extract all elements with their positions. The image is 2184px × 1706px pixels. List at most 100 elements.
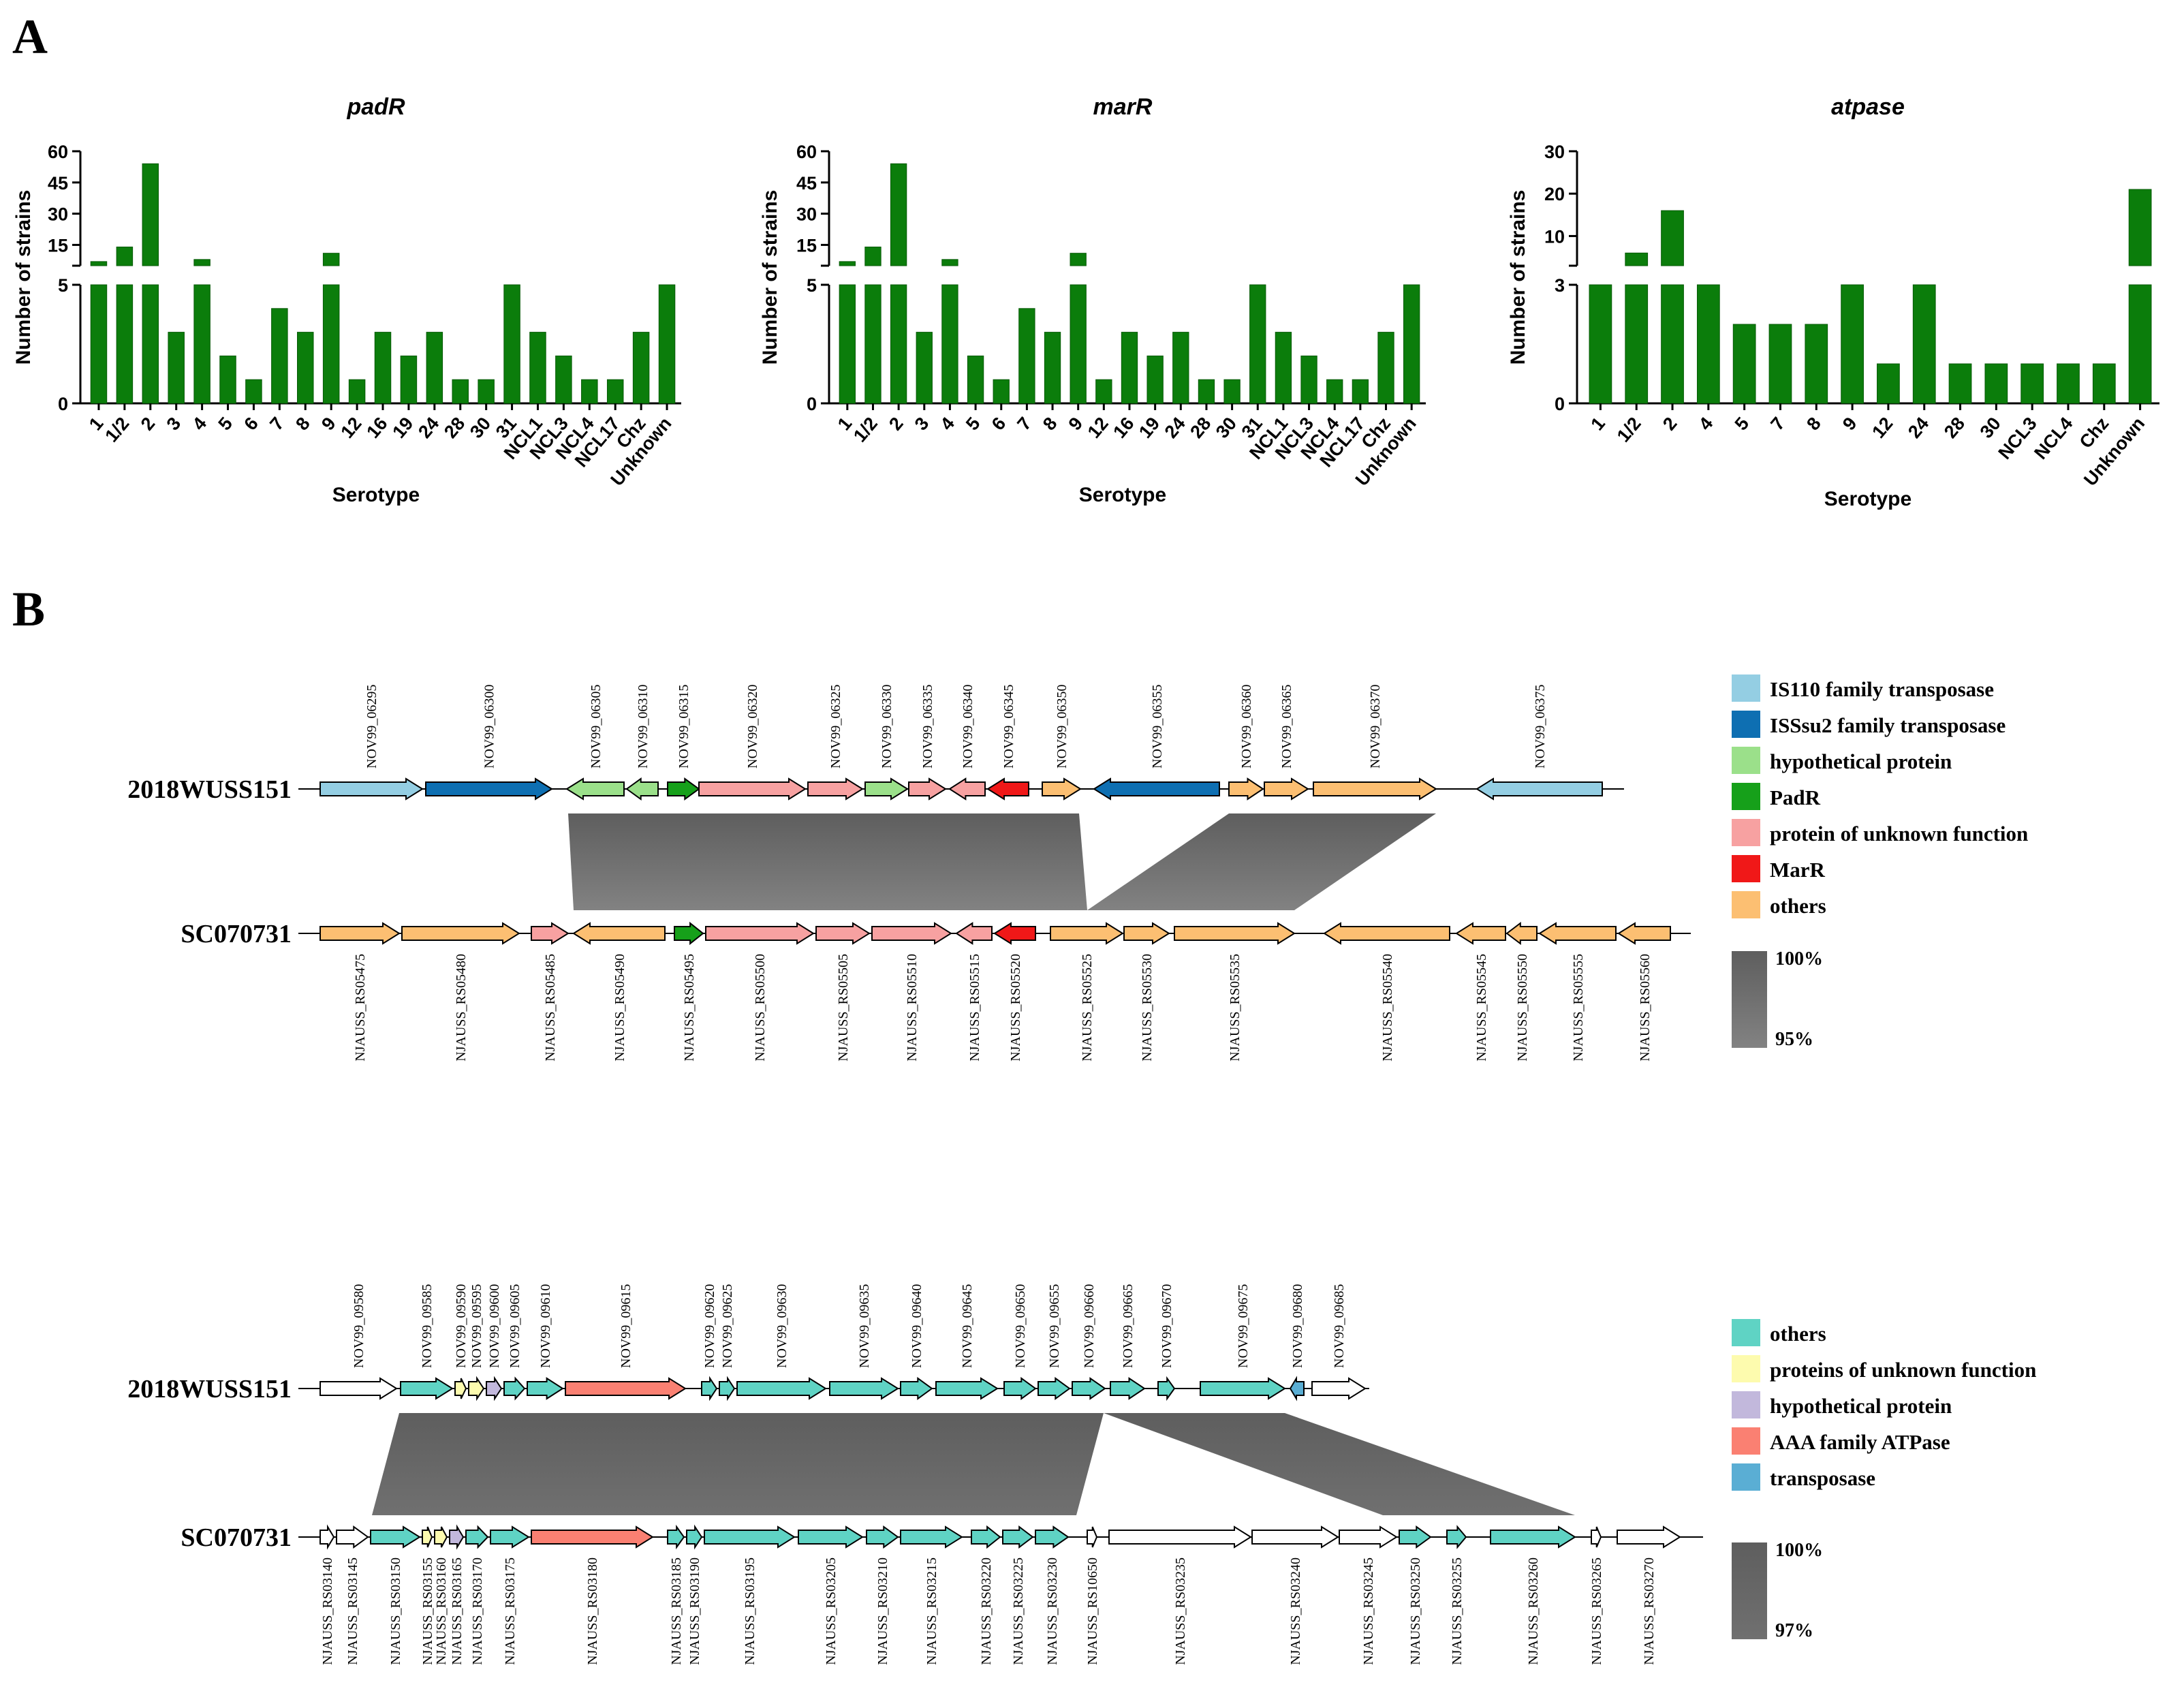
bar — [1172, 332, 1189, 404]
gene-arrow — [486, 1376, 503, 1401]
gene-label: NJAUSS_RS05525 — [1080, 954, 1095, 1061]
gene-label: NOV99_09670 — [1159, 1284, 1174, 1368]
strain-name-top: 2018WUSS151 — [127, 1375, 292, 1403]
bar-lower-segment — [322, 284, 340, 404]
y-tick-label: 30 — [796, 204, 817, 225]
gene-arrow — [704, 1525, 796, 1549]
gene-arrow — [1002, 1525, 1034, 1549]
legend-swatch — [1732, 747, 1760, 774]
gene-arrow — [866, 1525, 899, 1549]
legend-label: MarR — [1770, 858, 1826, 882]
gene-label: NJAUSS_RS05495 — [682, 954, 697, 1061]
bar — [245, 379, 262, 404]
gene-arrow — [798, 1525, 864, 1549]
identity-scale-min: 97% — [1775, 1620, 1813, 1641]
gene-label: NOV99_09615 — [619, 1284, 634, 1368]
gene-label: NOV99_09680 — [1290, 1284, 1305, 1368]
x-tick-label: 9 — [317, 414, 340, 435]
gene-arrow — [1072, 1377, 1106, 1400]
x-tick-label: 3 — [911, 414, 933, 435]
gene-label: NJAUSS_RS05560 — [1638, 954, 1653, 1061]
gene-label: NOV99_09655 — [1047, 1284, 1062, 1368]
bar — [1223, 379, 1241, 404]
gene-label: NOV99_06305 — [589, 685, 604, 769]
gene-label: NOV99_06345 — [1001, 685, 1016, 769]
gene-label: NOV99_06330 — [879, 685, 894, 769]
bar-lower-segment — [1661, 284, 1684, 404]
x-axis-label: Serotype — [1824, 488, 1912, 510]
x-tick-label: 30 — [1212, 414, 1241, 442]
gene-label: NJAUSS_RS03150 — [388, 1557, 403, 1665]
gene-label: NJAUSS_RS05475 — [353, 954, 368, 1061]
gene-arrow — [1110, 1377, 1146, 1400]
legend-label: PadR — [1770, 786, 1821, 809]
bar-upper-segment — [864, 247, 882, 266]
gene-label: NOV99_06350 — [1055, 685, 1070, 769]
gene-label: NJAUSS_RS03220 — [979, 1557, 994, 1665]
x-tick-label: 1 — [1587, 414, 1609, 435]
gene-label: NOV99_09665 — [1121, 1284, 1136, 1368]
gene-label: NOV99_09590 — [454, 1284, 469, 1368]
y-tick-label: 0 — [1555, 394, 1565, 414]
x-tick-label: 8 — [1803, 414, 1825, 435]
gene-arrow — [319, 1524, 335, 1550]
legend-label: protein of unknown function — [1770, 822, 2028, 846]
gene-label: NJAUSS_RS05490 — [612, 954, 627, 1061]
identity-scale-max: 100% — [1775, 1540, 1823, 1561]
gene-arrow — [336, 1525, 369, 1549]
gene-label: NJAUSS_RS03270 — [1642, 1557, 1657, 1665]
strain-name-bottom: SC070731 — [181, 1523, 292, 1552]
y-tick-label: 20 — [1544, 184, 1565, 204]
gene-arrow — [1093, 777, 1220, 801]
bar — [1589, 284, 1612, 404]
gene-arrow — [1003, 1377, 1037, 1400]
gene-arrow — [871, 922, 952, 945]
gene-label: NJAUSS_RS05510 — [905, 954, 920, 1061]
gene-arrow — [1476, 777, 1603, 801]
gene-label: NJAUSS_RS03170 — [470, 1557, 485, 1665]
gene-label: NOV99_06340 — [961, 685, 976, 769]
gene-arrow — [667, 777, 700, 801]
gene-arrow — [667, 1524, 685, 1550]
gene-arrow — [900, 1377, 933, 1400]
gene-arrow — [370, 1525, 421, 1549]
gene-arrow — [1251, 1525, 1339, 1549]
gene-arrow — [1050, 922, 1124, 945]
legend-swatch — [1732, 783, 1760, 810]
gene-arrow — [955, 922, 993, 945]
bar — [658, 284, 676, 404]
gene-label: NJAUSS_RS05540 — [1380, 954, 1395, 1061]
bar-upper-segment — [142, 163, 159, 266]
x-tick-label: 4 — [936, 414, 958, 435]
gene-label: NOV99_09630 — [775, 1284, 790, 1368]
bar — [1696, 284, 1720, 404]
y-tick-label: 10 — [1544, 226, 1565, 247]
bar-upper-segment — [116, 247, 134, 266]
bar — [1044, 332, 1061, 404]
gene-arrow — [1035, 1525, 1070, 1549]
gene-arrow — [900, 1525, 963, 1549]
bar — [168, 332, 185, 404]
bar — [2092, 363, 2116, 404]
bar — [581, 379, 598, 404]
gene-arrow — [1123, 922, 1170, 945]
gene-label: NOV99_06315 — [676, 685, 691, 769]
bar-lower-segment — [890, 284, 907, 404]
x-tick-label: 16 — [1109, 414, 1138, 442]
bar — [1768, 324, 1792, 404]
x-tick-label: 1/2 — [1613, 414, 1645, 446]
gene-label: NJAUSS_RS05500 — [753, 954, 768, 1061]
gene-label: NJAUSS_RS05535 — [1228, 954, 1243, 1061]
gene-label: NOV99_09605 — [508, 1284, 522, 1368]
gene-label: NJAUSS_RS03155 — [420, 1557, 435, 1665]
gene-arrow — [1087, 1526, 1098, 1548]
strain-name-bottom: SC070731 — [181, 920, 292, 948]
gene-arrow — [565, 1377, 687, 1400]
gene-label: NOV99_09595 — [469, 1284, 484, 1368]
gene-label: NJAUSS_RS03245 — [1361, 1557, 1376, 1665]
bar — [1732, 324, 1756, 404]
synteny-block-1 — [372, 1413, 1104, 1515]
legend-label: transposase — [1770, 1466, 1875, 1490]
gene-arrow — [993, 922, 1036, 945]
